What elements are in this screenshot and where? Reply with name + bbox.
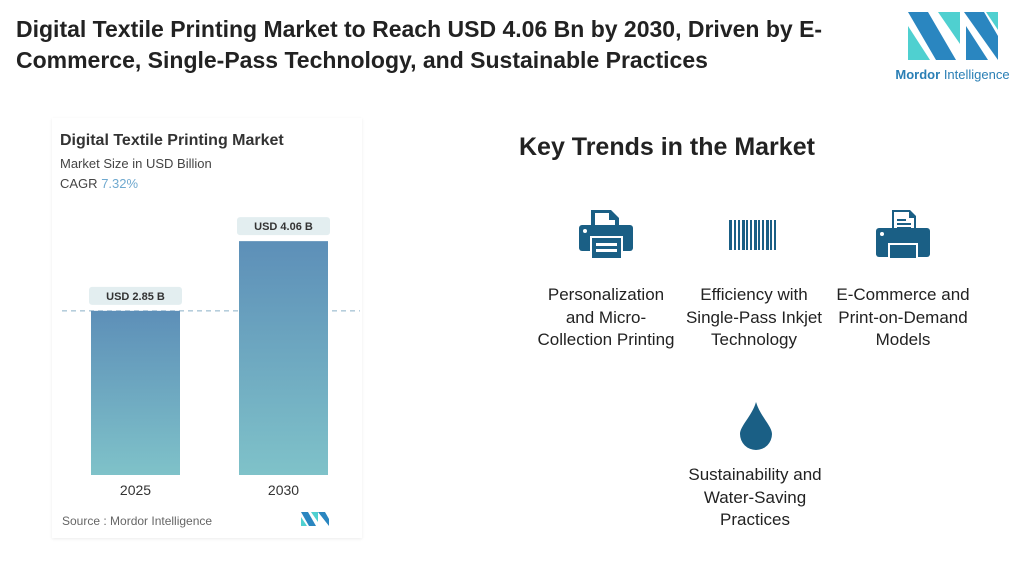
barcode-bar — [754, 220, 757, 250]
logo-text-sub: Intelligence — [943, 67, 1010, 82]
bar-2025 — [91, 310, 180, 475]
x-tick-label: 2030 — [268, 482, 299, 498]
chart-cagr: CAGR 7.32% — [60, 176, 138, 191]
printer-icon — [579, 210, 633, 260]
data-label: USD 4.06 B — [254, 221, 313, 233]
cagr-value: 7.32% — [101, 176, 139, 191]
bar-2030 — [239, 241, 328, 475]
barcode-bar — [729, 220, 732, 250]
trend-personalization: Personalization and Micro-Collection Pri… — [537, 285, 675, 349]
barcode-bar — [774, 220, 776, 250]
barcode-bar — [758, 220, 760, 250]
data-label-bg — [89, 286, 182, 305]
logo-text-brand: Mordor — [895, 67, 941, 82]
page-title: Digital Textile Printing Market to Reach… — [16, 16, 823, 73]
barcode-bar — [750, 220, 752, 250]
bar-chart: USD 2.85 B 2025 USD 4.06 B 2030 — [62, 217, 360, 498]
chart-subtitle: Market Size in USD Billion — [60, 156, 212, 171]
data-label-bg — [237, 217, 330, 236]
barcode-bar — [738, 220, 740, 250]
key-trends-title: Key Trends in the Market — [519, 133, 815, 161]
data-label: USD 2.85 B — [106, 291, 165, 303]
barcode-icon — [729, 220, 776, 250]
mordor-logo: Mordor Intelligence — [895, 12, 1010, 82]
chart-source: Source : Mordor Intelligence — [62, 514, 213, 528]
chart-title: Digital Textile Printing Market — [60, 132, 284, 149]
logo-mark-icon — [907, 12, 998, 60]
water-drop-icon — [740, 402, 772, 450]
trend-single-pass: Efficiency with Single-Pass Inkjet Techn… — [685, 285, 823, 349]
barcode-bar — [746, 220, 748, 250]
barcode-bar — [742, 220, 745, 250]
barcode-bar — [766, 220, 769, 250]
source-logo-icon — [301, 512, 329, 526]
trend-sustainability: Sustainability and Water-Saving Practice… — [688, 465, 822, 529]
trend-ecommerce: E-Commerce and Print-on-Demand Models — [836, 285, 970, 349]
document-printer-icon — [876, 210, 930, 258]
cagr-label: CAGR — [60, 176, 98, 191]
barcode-bar — [762, 220, 764, 250]
barcode-bar — [734, 220, 736, 250]
x-tick-label: 2025 — [120, 482, 151, 498]
barcode-bar — [770, 220, 772, 250]
